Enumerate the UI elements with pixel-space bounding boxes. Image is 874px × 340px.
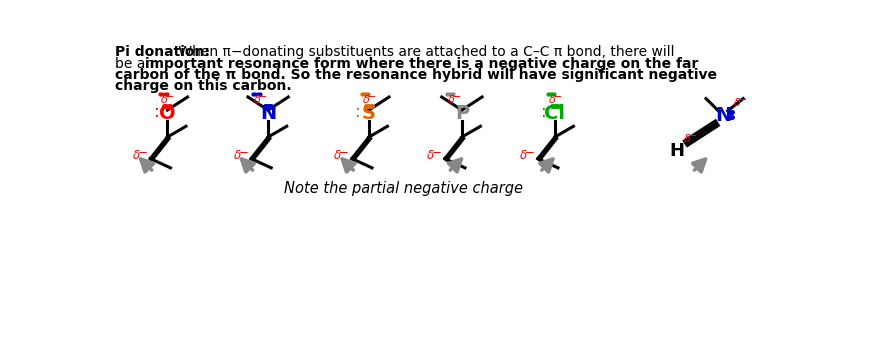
Text: −: − xyxy=(366,92,376,102)
Text: P: P xyxy=(454,104,469,123)
Text: δ: δ xyxy=(520,149,528,162)
Text: δ: δ xyxy=(133,149,140,162)
Text: important resonance form where there is a negative charge on the far: important resonance form where there is … xyxy=(145,56,698,71)
Text: Pi donation:: Pi donation: xyxy=(115,46,211,60)
Text: −: − xyxy=(165,92,175,102)
Text: :: : xyxy=(541,103,547,121)
Text: N: N xyxy=(260,104,276,123)
Text: −: − xyxy=(525,146,535,159)
Text: −: − xyxy=(452,92,461,102)
Text: charge on this carbon.: charge on this carbon. xyxy=(115,79,292,93)
Text: :: : xyxy=(154,103,159,121)
Text: −: − xyxy=(688,131,697,141)
Text: δ: δ xyxy=(447,95,454,105)
Text: N: N xyxy=(715,106,732,125)
Text: δ: δ xyxy=(427,149,434,162)
Text: δ: δ xyxy=(363,95,369,105)
Text: −: − xyxy=(432,146,442,159)
Text: :: : xyxy=(355,103,361,121)
Text: Cl: Cl xyxy=(545,104,565,123)
Text: H: H xyxy=(669,142,684,160)
Text: carbon of the π bond. So the resonance hybrid will have significant negative: carbon of the π bond. So the resonance h… xyxy=(115,68,718,82)
Text: S: S xyxy=(362,104,376,123)
Text: −: − xyxy=(239,146,248,159)
Text: δ: δ xyxy=(733,98,740,108)
Text: O: O xyxy=(159,104,176,123)
Text: δ: δ xyxy=(254,95,260,105)
Text: −: − xyxy=(137,146,148,159)
Text: −: − xyxy=(738,95,747,105)
Text: −: − xyxy=(258,92,267,102)
Text: be an: be an xyxy=(115,56,159,71)
Text: When π−donating substituents are attached to a C–C π bond, there will: When π−donating substituents are attache… xyxy=(174,46,674,60)
Text: −: − xyxy=(339,146,349,159)
Text: Note the partial negative charge: Note the partial negative charge xyxy=(284,181,524,196)
Text: δ: δ xyxy=(548,95,555,105)
Text: δ: δ xyxy=(334,149,342,162)
Text: δ: δ xyxy=(233,149,240,162)
Text: δ: δ xyxy=(161,95,168,105)
Text: −: − xyxy=(552,92,562,102)
Text: δ: δ xyxy=(684,134,690,144)
